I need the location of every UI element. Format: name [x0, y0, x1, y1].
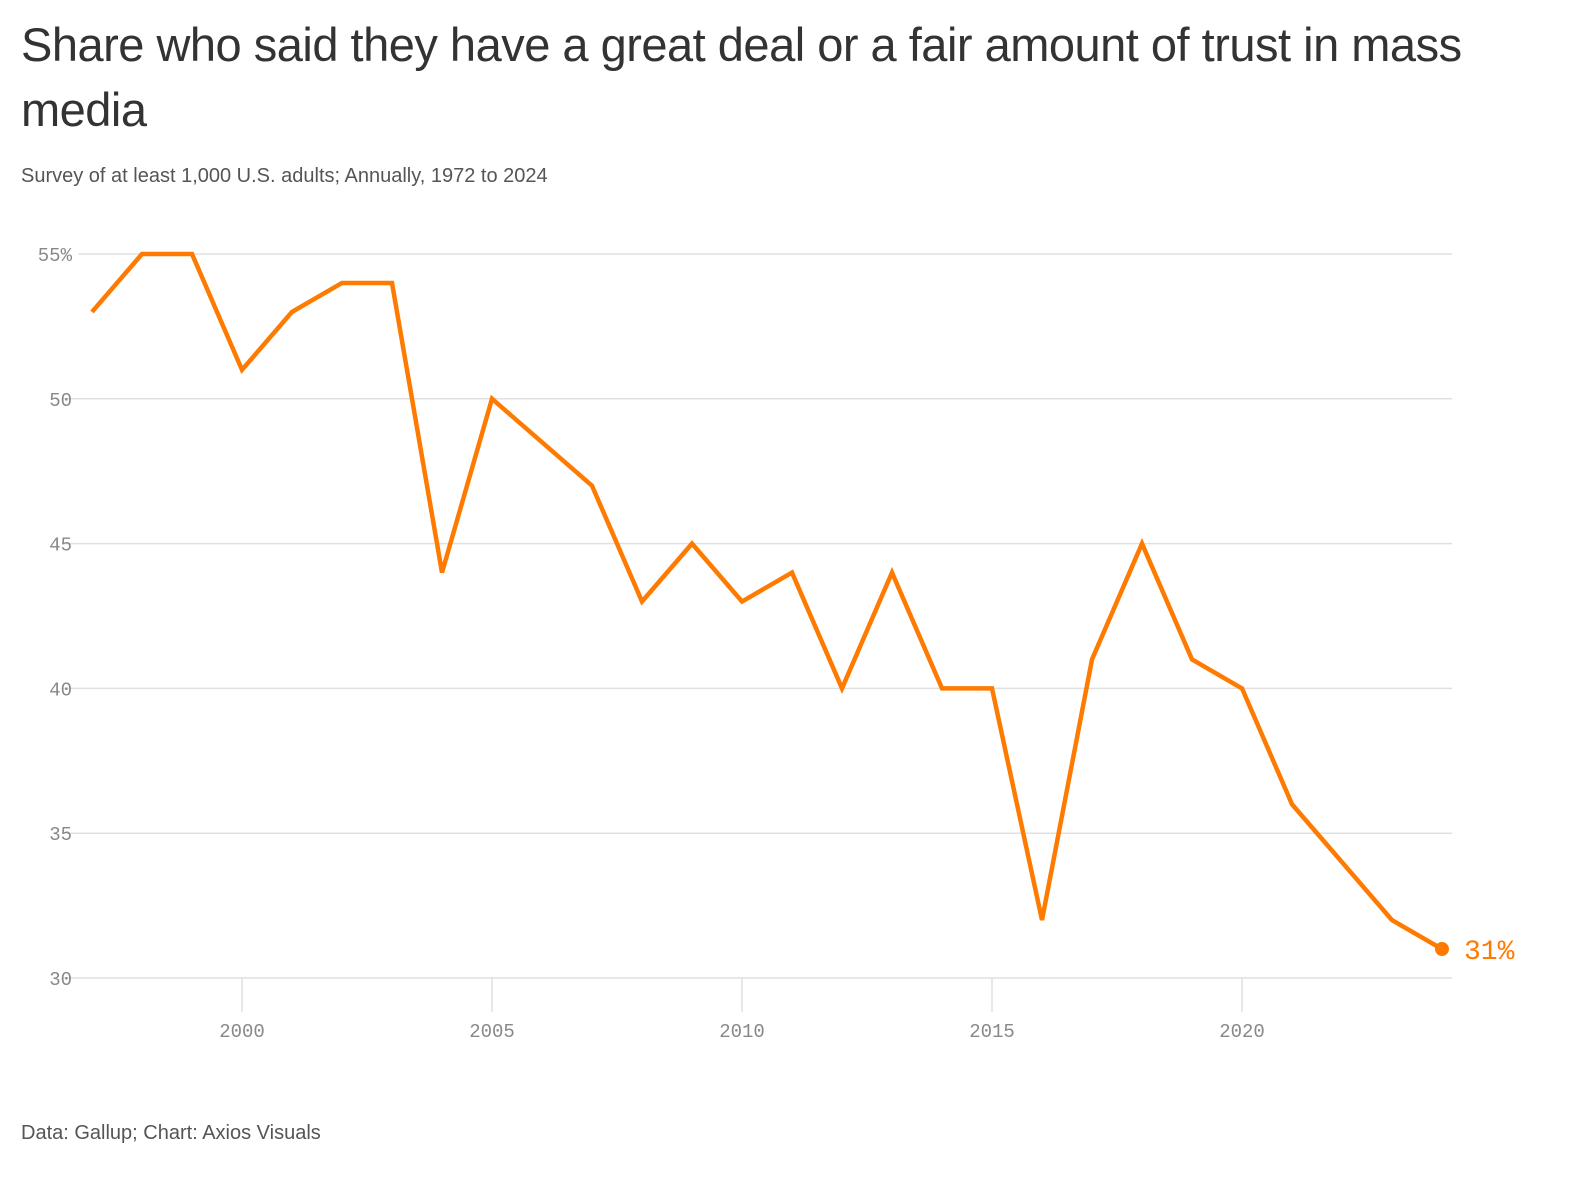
end-point-marker	[1435, 942, 1449, 957]
chart-title: Share who said they have a great deal or…	[21, 18, 1462, 136]
x-tick-label: 2020	[1219, 1021, 1265, 1043]
x-tick-label: 2005	[469, 1021, 515, 1043]
series-line	[90, 251, 1444, 951]
chart-source: Data: Gallup; Chart: Axios Visuals	[21, 1122, 321, 1144]
x-tick-label: 2010	[719, 1021, 765, 1043]
y-tick-label: 45	[49, 535, 72, 557]
y-tick-label: 55%	[38, 245, 73, 267]
y-tick-label: 40	[49, 679, 72, 701]
y-tick-label: 50	[49, 390, 72, 412]
x-tick-label: 2000	[219, 1021, 265, 1043]
y-tick-label: 30	[49, 969, 72, 991]
chart-subtitle: Survey of at least 1,000 U.S. adults; An…	[21, 165, 548, 187]
x-tick-label: 2015	[969, 1021, 1015, 1043]
end-value-label: 31%	[1464, 937, 1515, 968]
y-tick-label: 35	[49, 824, 72, 846]
